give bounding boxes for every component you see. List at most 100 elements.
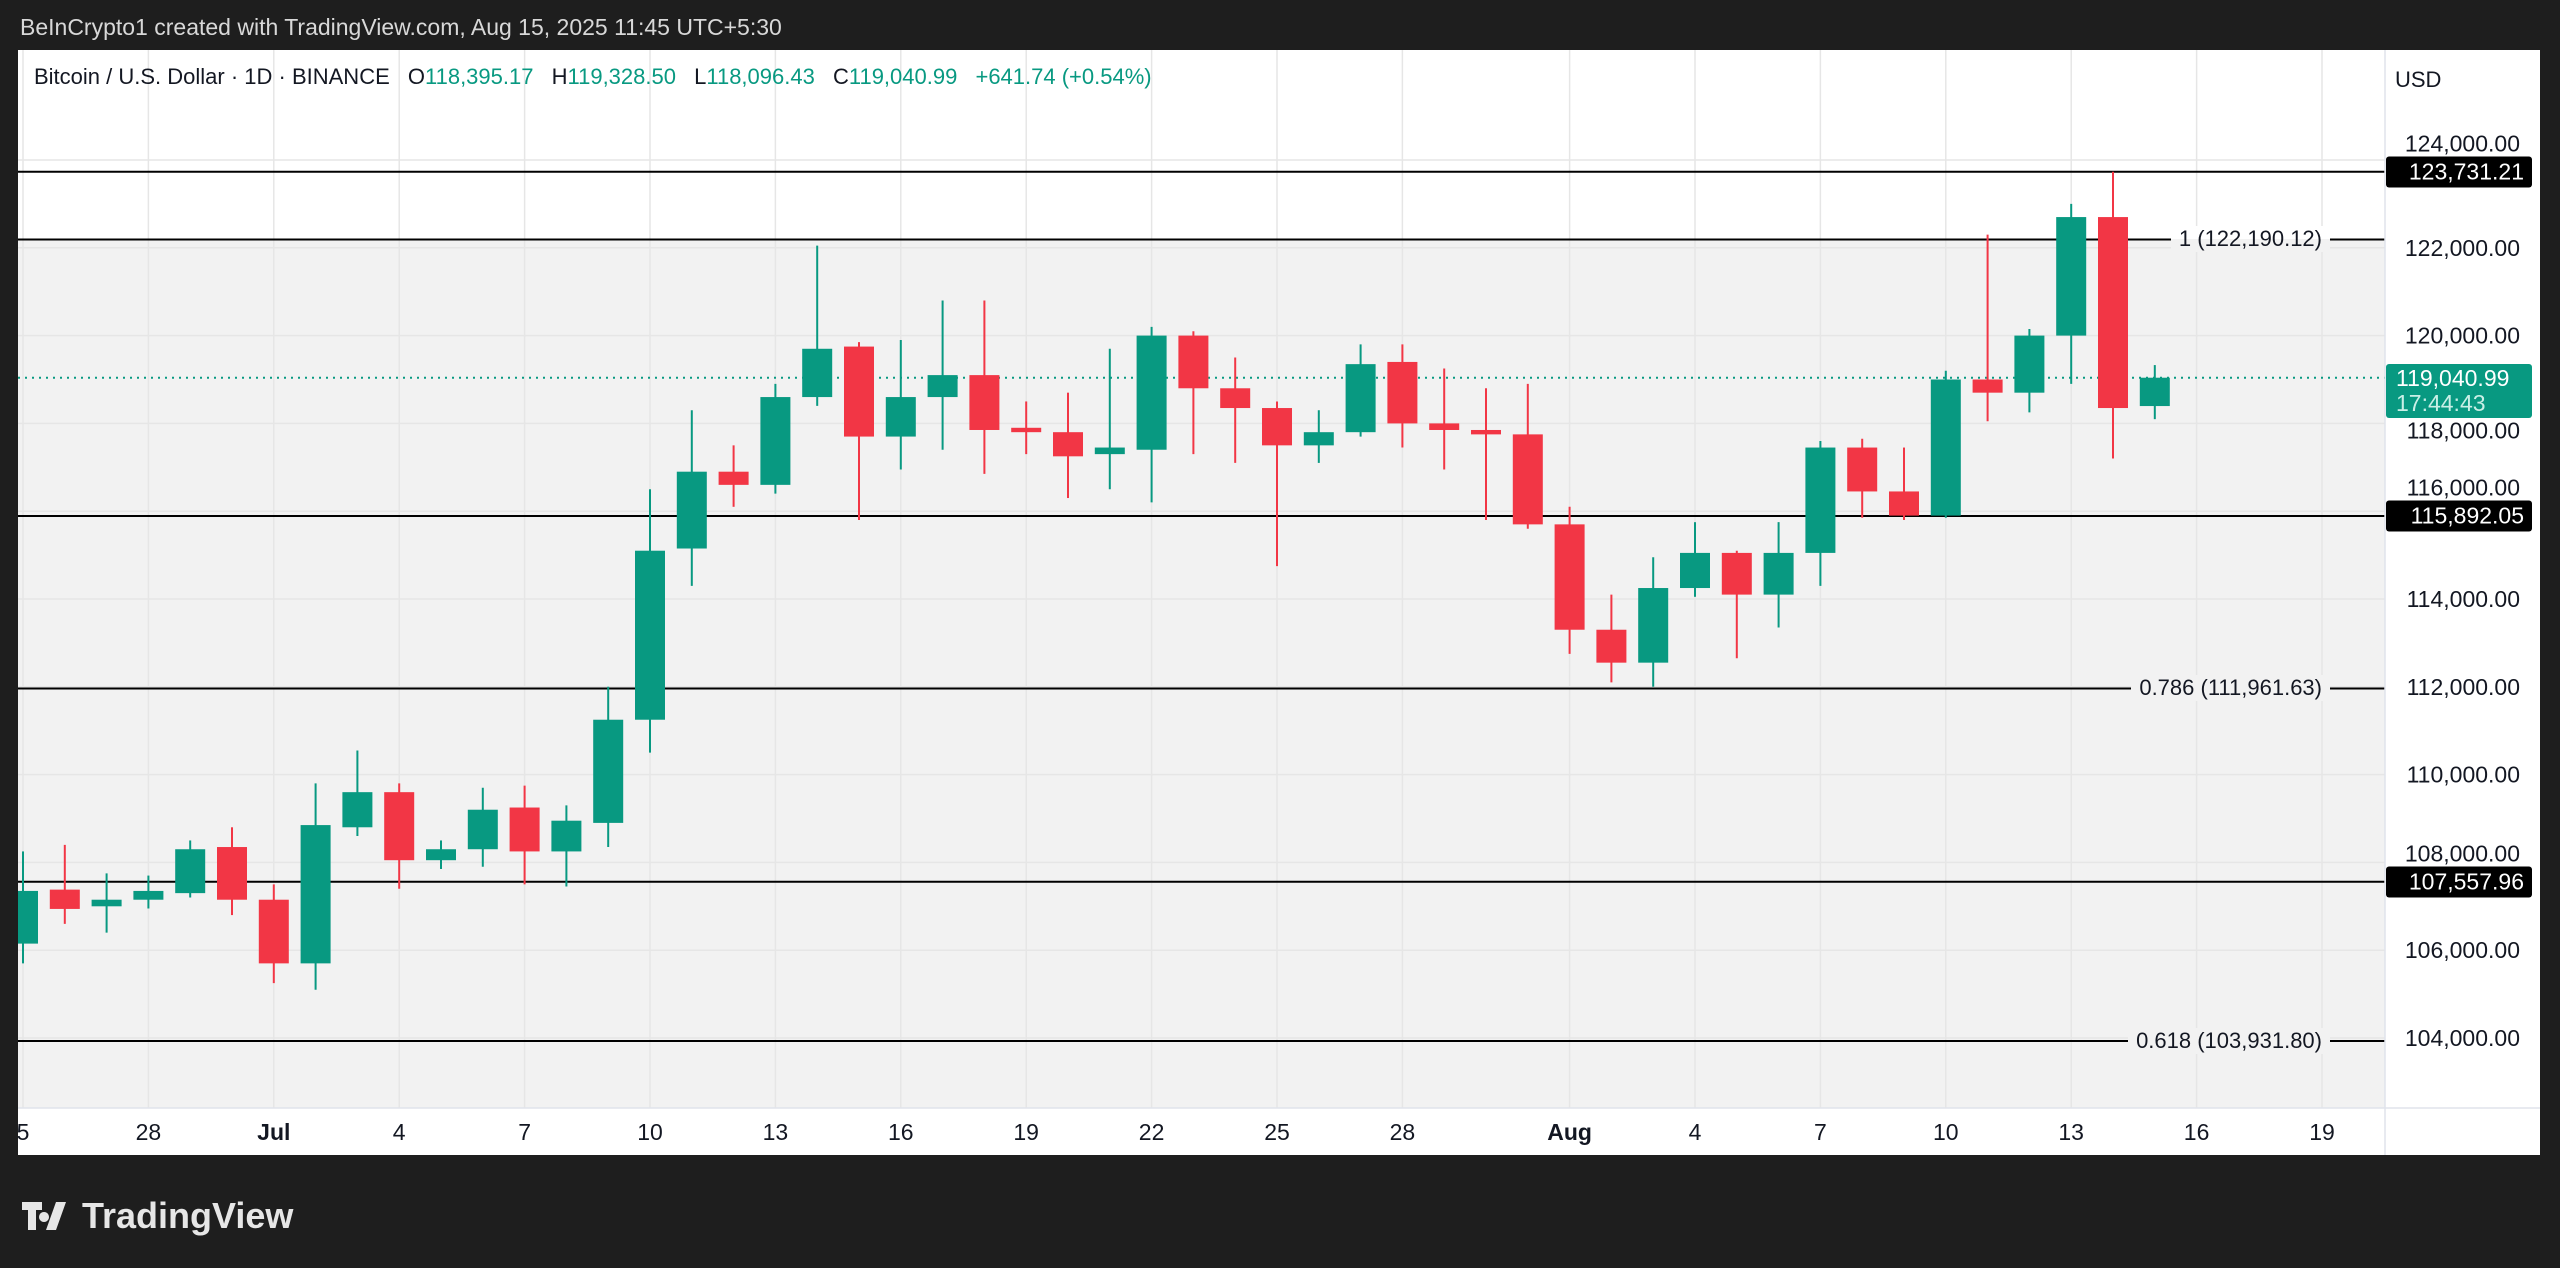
price-tick-label: 124,000.00	[2405, 130, 2520, 156]
currency-label[interactable]: USD	[2395, 67, 2442, 92]
current-price-value: 119,040.99	[2396, 364, 2510, 391]
candle-body	[969, 375, 1000, 430]
time-tick-label: 19	[1013, 1119, 1039, 1145]
fib-level-label: 0.618 (103,931.80)	[2128, 1027, 2330, 1054]
candle	[927, 300, 958, 450]
candle	[1721, 550, 1752, 659]
candle	[1763, 522, 1794, 628]
candle-body	[1930, 379, 1961, 516]
time-tick-label: 10	[1933, 1119, 1959, 1145]
candle	[1094, 348, 1125, 490]
price-tick-label: 116,000.00	[2407, 474, 2520, 500]
time-tick-label: 22	[1139, 1119, 1165, 1145]
candle	[1847, 438, 1878, 518]
candle-body	[2098, 217, 2128, 409]
price-tick-label: 106,000.00	[2405, 937, 2520, 963]
price-tick-label: 118,000.00	[2407, 418, 2520, 444]
candle	[258, 884, 289, 984]
time-tick-label: 4	[393, 1119, 406, 1145]
logo-text: TradingView	[82, 1195, 294, 1236]
candle-body	[1136, 335, 1167, 450]
candle	[1972, 234, 2003, 422]
candle-body	[1262, 408, 1292, 446]
time-tick-label: 28	[1390, 1119, 1416, 1145]
tradingview-logo-icon	[22, 1202, 66, 1230]
candle	[133, 875, 164, 909]
candle	[49, 844, 80, 924]
time-tick-label: 16	[2184, 1119, 2210, 1145]
candle-body	[760, 397, 791, 485]
time-tick-label: 10	[637, 1119, 663, 1145]
time-tick-label: Aug	[1547, 1119, 1592, 1145]
level-price-tag: 115,892.05	[2386, 500, 2532, 532]
level-price-tag: 123,731.21	[2386, 156, 2532, 188]
candle-body	[676, 471, 707, 549]
candle-body	[1805, 447, 1836, 553]
candle-body	[509, 807, 540, 852]
fib-level-label: 0.786 (111,961.63)	[2131, 675, 2330, 702]
candle	[885, 339, 916, 470]
time-tick-label: 16	[888, 1119, 914, 1145]
candle-body	[217, 847, 247, 900]
candle-body	[426, 849, 456, 861]
candle-body	[467, 809, 498, 850]
open-value: 118,395.17	[425, 64, 534, 89]
candle-body	[1220, 388, 1251, 409]
candle-body	[175, 849, 206, 894]
time-tick-label: 28	[136, 1119, 162, 1145]
symbol-name: Bitcoin / U.S. Dollar · 1D · BINANCE	[34, 64, 390, 89]
price-tick-label: 114,000.00	[2407, 586, 2520, 612]
candle	[676, 410, 707, 586]
candle	[1554, 506, 1585, 654]
candle	[1303, 410, 1334, 463]
candle	[91, 873, 122, 933]
candle-body	[1889, 491, 1919, 516]
candle-body	[1053, 432, 1083, 457]
level-price-tag: 107,557.96	[2386, 866, 2532, 898]
candle	[760, 383, 791, 494]
price-tick-label: 120,000.00	[2405, 323, 2520, 349]
candle	[342, 750, 373, 837]
candle-body	[18, 890, 38, 944]
plot-area	[18, 50, 2385, 1108]
time-tick-label: 13	[763, 1119, 789, 1145]
candle	[1805, 440, 1836, 586]
candle-body	[1011, 427, 1042, 433]
candle	[300, 783, 331, 990]
candle	[175, 840, 206, 898]
candle-body	[718, 471, 749, 485]
tradingview-logo: TradingView	[22, 1195, 293, 1237]
change-value: +641.74 (+0.54%)	[975, 64, 1152, 89]
high-label: H	[551, 64, 568, 89]
candle	[1011, 401, 1042, 455]
price-tick-label: 122,000.00	[2405, 235, 2520, 261]
time-tick-label: 19	[2309, 1119, 2335, 1145]
candle	[1680, 522, 1710, 597]
candle-body	[1512, 434, 1543, 525]
candle	[467, 787, 498, 867]
candle-body	[1972, 379, 2003, 393]
candle-body	[1680, 552, 1710, 589]
candle	[1262, 401, 1292, 567]
time-tick-label: 7	[1814, 1119, 1827, 1145]
symbol-legend: Bitcoin / U.S. Dollar · 1D · BINANCE O11…	[34, 64, 1152, 90]
candle	[426, 840, 456, 869]
candle-body	[635, 550, 665, 720]
candle-body	[2056, 217, 2087, 336]
low-label: L	[694, 64, 707, 89]
close-value: 119,040.99	[848, 64, 958, 89]
candle	[1512, 383, 1543, 529]
candle	[1178, 331, 1209, 455]
candle-body	[593, 719, 624, 823]
candle-body	[885, 397, 916, 437]
candle	[1220, 357, 1251, 463]
candle-body	[1554, 524, 1585, 630]
candle	[384, 783, 415, 889]
candle	[635, 489, 665, 753]
candle-body	[802, 348, 833, 398]
candle-body	[1303, 432, 1334, 446]
time-tick-label: 25	[1264, 1119, 1290, 1145]
candle-countdown: 17:44:43	[2396, 389, 2486, 416]
candle	[2139, 365, 2170, 420]
